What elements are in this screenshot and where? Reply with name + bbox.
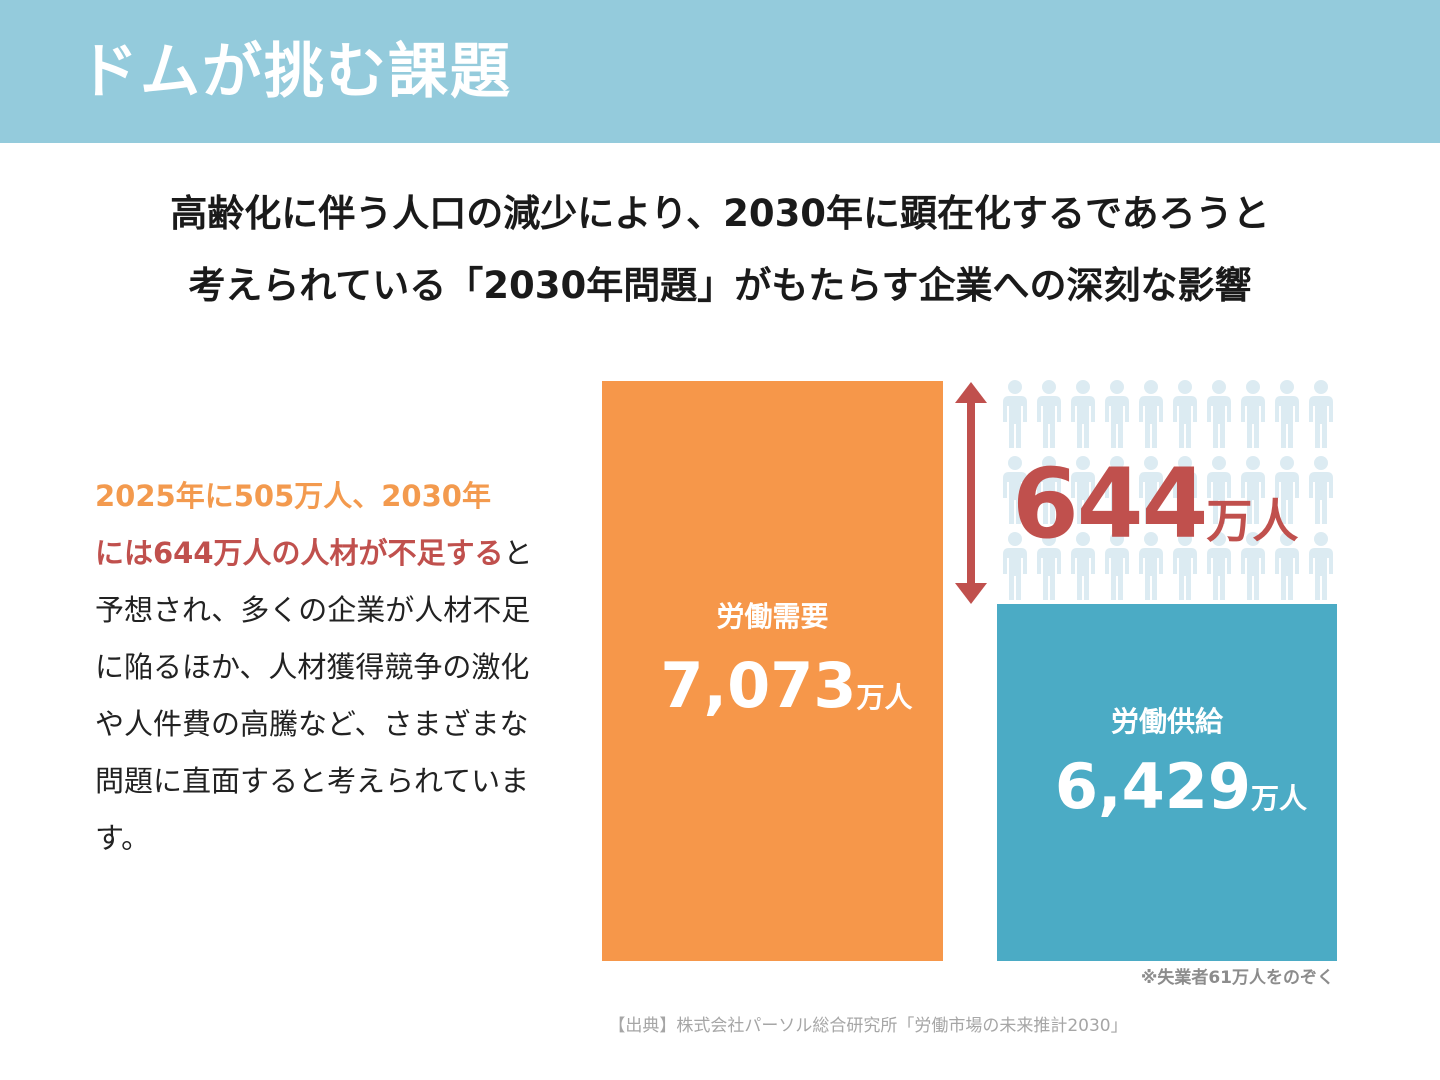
footnote: ※失業者61万人をのぞく	[1140, 968, 1334, 988]
person-icon	[1241, 532, 1265, 600]
person-icon	[1105, 532, 1129, 600]
person-icon	[1173, 380, 1197, 448]
person-icon	[1309, 456, 1333, 524]
person-icon	[1037, 532, 1061, 600]
subtitle-line-1: 高齢化に伴う人口の減少により、2030年に顕在化するであろうと	[170, 192, 1270, 235]
gap-value: 644万人	[1012, 448, 1298, 560]
unit-label-demand: 万人	[856, 681, 913, 714]
person-icon	[1241, 456, 1265, 524]
bar-value-supply: 6,429万人	[1011, 750, 1351, 823]
person-icon	[1275, 380, 1299, 448]
person-icon	[1003, 456, 1027, 524]
person-icon	[1105, 380, 1129, 448]
person-icon	[1071, 380, 1095, 448]
person-icon	[1139, 456, 1163, 524]
source-citation: 【出典】株式会社パーソル総合研究所「労働市場の未来推計2030」	[608, 1016, 1128, 1036]
data-label-supply: 6,429	[1054, 750, 1252, 823]
person-icon	[1275, 532, 1299, 600]
page-title: ドムが挑む課題	[78, 37, 512, 107]
unit-label-supply: 万人	[1251, 782, 1308, 815]
highlight-2030: には644万人の人材が不足する	[95, 536, 504, 570]
bar-labor-supply: 労働供給 6,429万人	[997, 604, 1337, 961]
person-icon	[1037, 456, 1061, 524]
description-text: 2025年に505万人、2030年 には644万人の人材が不足すると予想され、多…	[95, 468, 555, 867]
person-icon	[1207, 532, 1231, 600]
people-icons	[1003, 380, 1333, 600]
person-icon	[1241, 380, 1265, 448]
bar-label-supply: 労働供給	[1110, 705, 1223, 738]
person-icon	[1071, 456, 1095, 524]
person-icon	[1173, 456, 1197, 524]
person-icon	[1207, 380, 1231, 448]
person-icon	[1309, 380, 1333, 448]
person-icon	[1207, 456, 1231, 524]
data-label-demand: 7,073	[660, 649, 857, 722]
person-icon	[1003, 532, 1027, 600]
bar-label-demand: 労働需要	[716, 600, 829, 633]
double-arrow-icon	[955, 382, 987, 604]
person-icon	[1275, 456, 1299, 524]
person-icon	[1309, 532, 1333, 600]
person-icon	[1003, 380, 1027, 448]
bar-labor-demand: 労働需要 7,073万人	[602, 381, 943, 961]
person-icon	[1139, 380, 1163, 448]
person-icon	[1105, 456, 1129, 524]
gap-unit: 万人	[1206, 494, 1299, 548]
gap-number: 644	[1012, 448, 1208, 560]
person-icon	[1071, 532, 1095, 600]
person-icon	[1173, 532, 1197, 600]
person-icon	[1139, 532, 1163, 600]
person-icon	[1037, 380, 1061, 448]
bar-value-demand: 7,073万人	[616, 649, 957, 722]
title-bar: ドムが挑む課題	[0, 0, 1440, 143]
description-rest: と予想され、多くの企業が人材不足に陥るほか、人材獲得競争の激化や人件費の高騰など…	[95, 536, 533, 855]
subtitle-line-2: 考えられている「2030年問題」がもたらす企業への深刻な影響	[188, 264, 1252, 307]
highlight-2025: 2025年に505万人、2030年	[95, 479, 491, 513]
